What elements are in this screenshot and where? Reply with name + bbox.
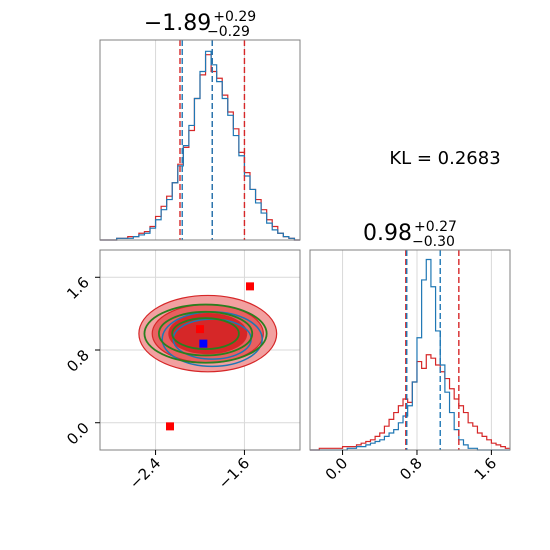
title-sub: −0.29 — [207, 24, 250, 40]
quantile-lines — [405, 250, 460, 450]
y-tick-label: 1.6 — [63, 273, 93, 303]
title-sub: −0.30 — [412, 234, 455, 250]
joint-panel: −2.4 −1.6 0.0 0.8 1.6 — [63, 249, 301, 493]
green-contour-2 — [171, 317, 240, 350]
title-sup: +0.29 — [213, 9, 256, 25]
histogram-step-series-1 — [310, 258, 510, 451]
x-tick-label: 0.8 — [396, 454, 426, 484]
axes-frame — [99, 39, 301, 241]
marker-point-3 — [166, 422, 174, 431]
marginal-y-panel: 0.0 0.8 1.6 0.98 +0.27 −0.30 — [309, 219, 511, 484]
x-tick-label: −1.6 — [215, 454, 253, 492]
histogram-series — [100, 50, 300, 241]
green-contour-1 — [157, 310, 254, 357]
x-tick-label: 0.0 — [322, 454, 352, 484]
red-filled-contours — [138, 294, 278, 373]
y-tick-label: 0.8 — [63, 346, 93, 376]
marker-points — [166, 282, 254, 431]
green-contour-0 — [143, 303, 268, 364]
marker-point-2 — [199, 339, 208, 348]
green-contours — [143, 303, 268, 364]
x-tick-labels: −2.4 −1.6 — [126, 450, 253, 493]
marker-point-1 — [196, 325, 204, 334]
title-main: 0.98 — [363, 221, 412, 246]
x-tick-labels: 0.0 0.8 1.6 — [322, 450, 500, 484]
histogram-step-series-0 — [310, 354, 510, 451]
grid — [155, 40, 245, 240]
marginal-x-panel: −1.89 +0.29 −0.29 — [99, 9, 301, 241]
title-sup: +0.27 — [414, 219, 457, 235]
title-main: −1.89 — [144, 11, 211, 36]
kl-annotation: KL = 0.2683 — [389, 148, 500, 169]
marginal-y-title: 0.98 +0.27 — [363, 219, 457, 246]
x-tick-label: 1.6 — [471, 454, 501, 484]
y-tick-label: 0.0 — [63, 419, 93, 449]
marginal-x-title: −1.89 +0.29 — [144, 9, 256, 36]
x-tick-label: −2.4 — [126, 454, 164, 492]
y-tick-labels: 0.0 0.8 1.6 — [63, 273, 100, 448]
quantile-lines — [179, 40, 246, 240]
histogram-step-series-1 — [100, 50, 300, 241]
marker-point-0 — [246, 282, 254, 291]
histogram-series — [310, 258, 510, 451]
axes-frame — [309, 249, 511, 451]
